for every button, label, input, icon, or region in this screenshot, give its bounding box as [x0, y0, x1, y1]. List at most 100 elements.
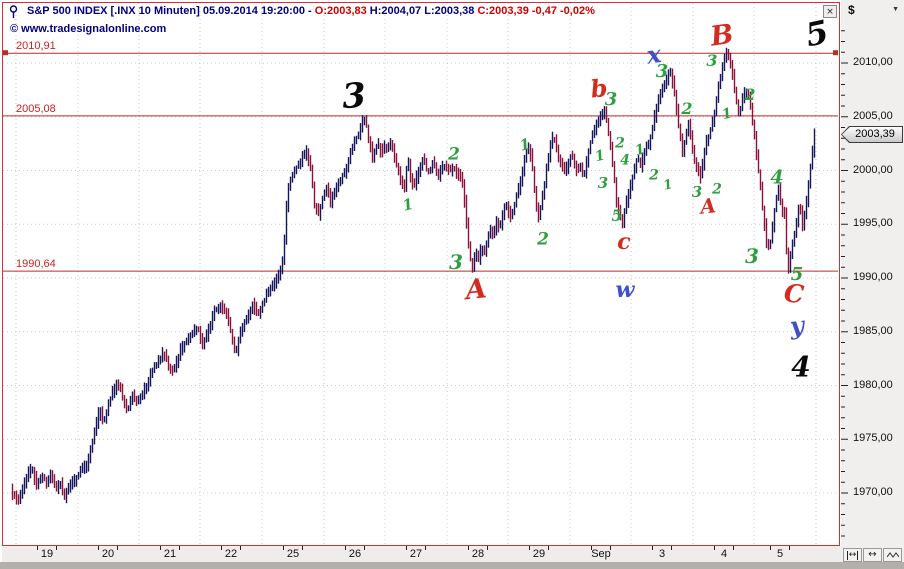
price-tick-2005: 2005,00: [853, 109, 893, 122]
wave-label-green-2[interactable]: 2: [537, 229, 549, 250]
time-tick-5: 5: [776, 548, 784, 560]
wave-label-green-4[interactable]: 4: [620, 152, 630, 169]
time-tick-25: 25: [286, 548, 300, 560]
wave-label-green-3[interactable]: 3: [706, 51, 718, 71]
wave-label-black-3[interactable]: 3: [340, 75, 368, 118]
time-tick-mark: [610, 546, 611, 550]
wave-label-green-3[interactable]: 3: [604, 89, 618, 111]
time-tick-mark: [302, 546, 303, 550]
time-tick-mark: [221, 546, 222, 550]
close-icon[interactable]: ×: [823, 5, 837, 18]
time-tick-mark: [548, 546, 549, 550]
price-tick-2000: 2000,00: [853, 163, 893, 176]
compress-view-button[interactable]: [883, 548, 902, 562]
time-tick-mark: [770, 546, 771, 550]
time-tick-mark: [733, 546, 734, 550]
time-tick-20: 20: [101, 548, 115, 560]
title-high-low-values: H:2004,07 L:2003,38: [366, 5, 478, 17]
time-tick-21: 21: [163, 548, 177, 560]
arrows-horizontal-icon: ↔: [868, 549, 877, 560]
time-tick-27: 27: [409, 548, 423, 560]
current-price-value: 2003,39: [842, 127, 902, 143]
time-tick-3: 3: [658, 548, 666, 560]
price-tick-1985: 1985,00: [853, 324, 893, 337]
arrows-horizontal-barred-icon: ↔: [846, 549, 859, 560]
price-tick-1995: 1995,00: [853, 217, 893, 230]
wave-label-green-3[interactable]: 3: [597, 173, 609, 192]
wave-label-blue-y[interactable]: y: [788, 310, 806, 341]
price-tick-1990: 1990,00: [853, 271, 893, 283]
time-axis[interactable]: 19 20 21 22 25 26 27 28 29 Sep 3 4 5: [2, 546, 841, 562]
time-tick-mark: [789, 546, 790, 550]
time-tick-mark: [283, 546, 284, 550]
wave-label-green-5[interactable]: 5: [611, 206, 623, 226]
copyright-watermark: © www.tradesignalonline.com: [10, 23, 167, 35]
price-chart-canvas[interactable]: [2, 2, 840, 546]
wave-label-green-2[interactable]: 2: [448, 144, 460, 165]
time-tick-mark: [487, 546, 488, 550]
level-label-2010,91[interactable]: 2010,91: [16, 40, 56, 53]
time-tick-mark: [671, 546, 672, 550]
time-tick-mark: [425, 546, 426, 550]
wave-label-green-3[interactable]: 3: [691, 182, 703, 201]
wave-label-blue-w[interactable]: w: [615, 276, 635, 303]
time-tick-mark: [591, 546, 592, 550]
time-tick-4: 4: [720, 548, 728, 560]
axis-toolbar: ↔ ↔: [843, 548, 902, 562]
wave-label-green-5[interactable]: 5: [790, 264, 804, 286]
price-tick-1980: 1980,00: [853, 378, 893, 391]
chevron-down-icon[interactable]: ▼: [892, 6, 899, 13]
time-tick-26: 26: [348, 548, 362, 560]
time-tick-mark: [652, 546, 653, 550]
time-tick-22: 22: [224, 548, 238, 560]
wave-label-black-4[interactable]: 4: [791, 350, 811, 384]
time-tick-mark: [240, 546, 241, 550]
price-axis-pane[interactable]: $ ▼ 1970,00 1975,00 1980,00 1985,00 1990,00 1…: [841, 0, 904, 562]
time-tick-mark: [98, 546, 99, 550]
price-tick-1975: 1975,00: [853, 432, 893, 445]
time-tick-29: 29: [532, 548, 546, 560]
wave-label-green-2[interactable]: 2: [615, 135, 625, 152]
price-axis-header: $ ▼: [841, 3, 904, 19]
time-tick-19: 19: [40, 548, 54, 560]
time-tick-mark: [468, 546, 469, 550]
currency-label[interactable]: $: [848, 3, 855, 17]
wave-label-red-A[interactable]: A: [463, 273, 489, 307]
scale-auto-button[interactable]: ↔: [863, 548, 882, 562]
wave-label-green-3[interactable]: 3: [449, 250, 463, 274]
window-bottom-edge: [0, 562, 904, 569]
price-axis-ticks: [841, 30, 848, 537]
scale-horizontal-button[interactable]: ↔: [843, 548, 862, 562]
time-tick-mark: [160, 546, 161, 550]
wave-label-red-B[interactable]: B: [708, 18, 736, 53]
title-symbol-datetime: S&P 500 INDEX [.INX 10 Minuten] 05.09.20…: [27, 5, 305, 17]
level-label-2005,08[interactable]: 2005,08: [16, 102, 56, 115]
level-label-1990,64[interactable]: 1990,64: [16, 258, 56, 271]
title-separator: -: [304, 5, 315, 17]
wave-label-green-2[interactable]: 2: [681, 99, 693, 119]
wave-label-green-2[interactable]: 2: [649, 167, 659, 184]
zigzag-wave-icon: [886, 552, 899, 558]
time-tick-mark: [364, 546, 365, 550]
current-price-tag: 2003,39: [841, 126, 903, 144]
wave-label-red-c[interactable]: c: [617, 228, 631, 255]
time-tick-mark: [345, 546, 346, 550]
time-tick-mark: [37, 546, 38, 550]
time-tick-mark: [56, 546, 57, 550]
time-tick-Sep: Sep: [591, 548, 611, 560]
pin-icon[interactable]: [9, 5, 18, 19]
wave-label-green-4[interactable]: 4: [770, 166, 784, 189]
price-tick-2010: 2010,00: [853, 56, 893, 68]
time-tick-mark: [529, 546, 530, 550]
wave-label-green-2[interactable]: 2: [744, 85, 756, 105]
time-tick-mark: [406, 546, 407, 550]
chart-title: S&P 500 INDEX [.INX 10 Minuten] 05.09.20…: [27, 5, 595, 17]
wave-label-green-3[interactable]: 3: [745, 244, 759, 268]
price-tick-1970: 1970,00: [853, 486, 893, 498]
title-open-value: O:2003,83: [314, 5, 367, 17]
wave-label-green-2[interactable]: 2: [712, 181, 722, 198]
time-tick-mark: [179, 546, 180, 550]
time-tick-mark: [117, 546, 118, 550]
wave-label-green-3[interactable]: 3: [655, 61, 669, 83]
